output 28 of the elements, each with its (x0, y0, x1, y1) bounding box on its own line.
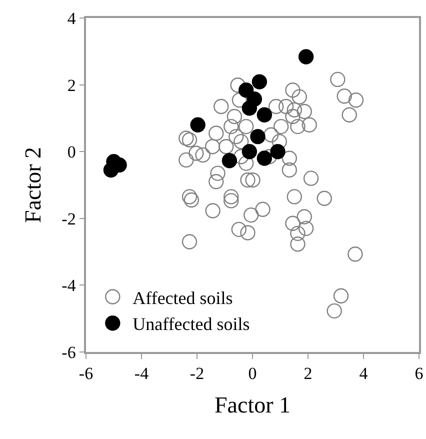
x-tick-label: -4 (134, 364, 150, 384)
y-tick-label: 0 (67, 142, 76, 162)
point (238, 82, 254, 98)
y-tick-label: -2 (62, 209, 76, 228)
point (103, 162, 119, 178)
point (222, 153, 238, 168)
y-tick-label: -6 (62, 342, 76, 362)
point (256, 107, 272, 122)
y-tick-label: 2 (67, 76, 76, 95)
point (242, 100, 258, 116)
point (242, 144, 258, 160)
x-tick-label: 4 (359, 364, 368, 384)
point (250, 128, 266, 144)
x-axis-title: Factor 1 (214, 392, 291, 418)
x-tick-label: -2 (190, 364, 204, 384)
x-tick-label: 6 (414, 364, 424, 384)
legend-label: Affected soils (132, 288, 233, 308)
x-tick-label: 0 (248, 364, 257, 384)
point (190, 117, 206, 132)
x-tick-label: 2 (304, 364, 312, 384)
point (298, 49, 314, 64)
y-tick-label: -4 (62, 276, 76, 296)
y-tick-label: 4 (67, 8, 76, 28)
point (256, 150, 272, 166)
point (270, 144, 286, 160)
y-axis-title: Factor 2 (20, 146, 46, 224)
point (252, 74, 268, 90)
legend-label: Unaffected soils (132, 314, 250, 334)
